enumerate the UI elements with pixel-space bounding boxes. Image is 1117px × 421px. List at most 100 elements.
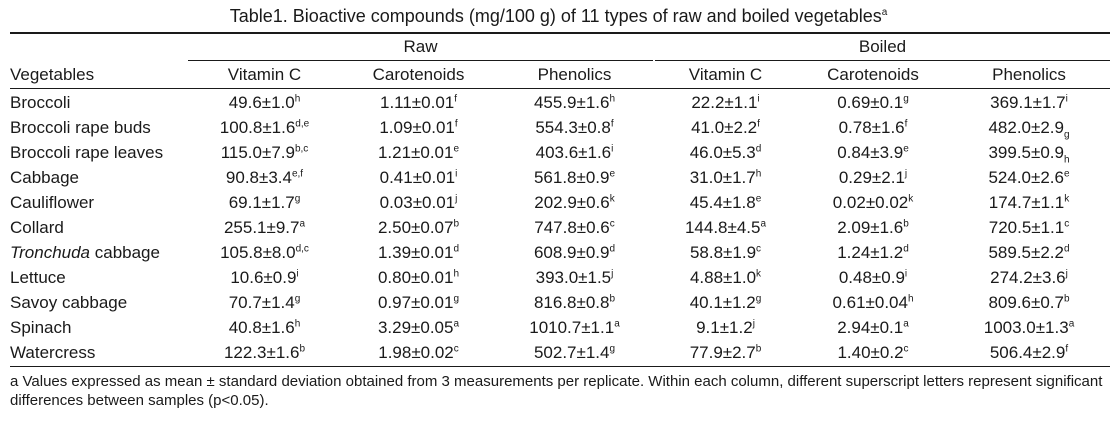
value-cell: 2.09±1.6b: [798, 215, 948, 240]
value-text: 369.1±1.7: [990, 92, 1066, 112]
value-text: 747.8±0.6: [534, 217, 610, 237]
value-text: 115.0±7.9: [220, 142, 295, 162]
value-text: 49.6±1.0: [228, 92, 295, 112]
value-cell: 0.80±0.01h: [341, 265, 496, 290]
vegetable-name: Broccoli rape leaves: [10, 142, 164, 162]
significance-letter: g: [453, 292, 460, 304]
value-text: 0.80±0.01: [377, 267, 454, 287]
value-cell: 49.6±1.0h: [188, 88, 341, 115]
value-cell: 589.5±2.2d: [948, 240, 1110, 265]
value-text: 589.5±2.2: [988, 242, 1064, 262]
column-header: Vitamin C: [688, 65, 763, 84]
significance-letter: d: [755, 142, 762, 154]
value-text: 3.29±0.05: [377, 317, 454, 337]
table-row: Cauliflower 69.1±1.7g 0.03±0.01j 202.9±0.6k…: [10, 190, 1110, 215]
significance-letter: j: [904, 167, 908, 179]
significance-letter: a: [1068, 317, 1075, 329]
vegetable-name: Lettuce: [10, 267, 66, 287]
value-cell: 45.4±1.8e: [653, 190, 798, 215]
significance-letter: h: [453, 267, 460, 279]
significance-letter: f: [454, 117, 458, 129]
value-cell: 255.1±9.7a: [188, 215, 341, 240]
value-text: 0.48±0.9: [838, 267, 905, 287]
value-cell: 0.29±2.1j: [798, 165, 948, 190]
significance-letter: e: [453, 142, 460, 154]
vegetable-name: Broccoli: [10, 92, 71, 112]
column-header: Carotenoids: [827, 65, 919, 84]
value-cell: 90.8±3.4e,f: [188, 165, 341, 190]
significance-letter: a: [760, 217, 767, 229]
significance-letter: g: [294, 192, 301, 204]
vegetable-name: Savoy cabbage: [10, 292, 128, 312]
value-text: 1010.7±1.1: [529, 317, 615, 337]
value-cell: 608.9±0.9d: [496, 240, 653, 265]
value-text: 40.8±1.6: [228, 317, 295, 337]
value-text: 720.5±1.1: [988, 217, 1065, 237]
value-text: 77.9±2.7: [689, 342, 756, 362]
table-caption: Table1. Bioactive compounds (mg/100 g) o…: [0, 6, 1117, 27]
significance-letter: h: [609, 92, 616, 104]
significance-letter: b: [903, 217, 909, 229]
significance-letter: h: [1063, 153, 1070, 165]
value-text: 1.09±0.01: [379, 117, 455, 137]
significance-letter: g: [1063, 128, 1070, 140]
significance-letter: d: [453, 242, 460, 254]
value-text: 122.3±1.6: [223, 342, 300, 362]
value-cell: 274.2±3.6j: [948, 265, 1110, 290]
value-cell: 41.0±2.2f: [653, 115, 798, 140]
value-cell: 1.39±0.01d: [341, 240, 496, 265]
value-cell: 105.8±8.0d,c: [188, 240, 341, 265]
boiled-group-rule: [655, 60, 1110, 61]
significance-letter: f: [904, 117, 908, 129]
value-text: 70.7±1.4: [228, 292, 295, 312]
vegetable-name: Spinach: [10, 317, 72, 337]
value-cell: 816.8±0.8b: [496, 290, 653, 315]
significance-letter: h: [755, 167, 762, 179]
value-cell: 1010.7±1.1a: [496, 315, 653, 340]
table-row: Broccoli rape buds 100.8±1.6d,e 1.09±0.01f…: [10, 115, 1110, 140]
value-cell: 70.7±1.4g: [188, 290, 341, 315]
value-cell: 69.1±1.7g: [188, 190, 341, 215]
value-cell: 1.21±0.01e: [341, 140, 496, 165]
value-text: 506.4±2.9: [989, 342, 1066, 362]
value-cell: 482.0±2.9g: [948, 115, 1110, 140]
table-row: Spinach 40.8±1.6h 3.29±0.05a 1010.7±1.1a 9.1…: [10, 315, 1110, 340]
column-header: Carotenoids: [372, 65, 465, 84]
value-cell: 9.1±1.2j: [653, 315, 798, 340]
value-cell: 1003.0±1.3a: [948, 315, 1110, 340]
vegetable-name-italic: Tronchuda: [10, 242, 91, 262]
value-cell: 10.6±0.9i: [188, 265, 341, 290]
significance-letter: j: [752, 317, 755, 329]
value-cell: 1.09±0.01f: [341, 115, 496, 140]
value-cell: 0.41±0.01i: [341, 165, 496, 190]
significance-letter: i: [296, 267, 299, 279]
header-rule: [10, 88, 1110, 89]
value-text: 0.69±0.1: [837, 92, 904, 112]
value-cell: 31.0±1.7h: [653, 165, 798, 190]
significance-letter: e: [1063, 167, 1070, 179]
significance-letter: f: [454, 92, 458, 104]
value-cell: 399.5±0.9h: [948, 140, 1110, 165]
table-footnote: a Values expressed as mean ± standard de…: [10, 373, 1103, 409]
value-text: 274.2±3.6: [990, 267, 1066, 287]
value-cell: 40.1±1.2g: [653, 290, 798, 315]
value-cell: 174.7±1.1k: [948, 190, 1110, 215]
value-text: 0.02±0.02: [832, 192, 909, 212]
value-text: 58.8±1.9: [689, 242, 757, 262]
significance-letter: b: [453, 217, 460, 229]
value-text: 100.8±1.6: [219, 117, 296, 137]
significance-letter: f: [757, 117, 760, 129]
significance-letter: g: [294, 292, 301, 304]
table-row: Cabbage 90.8±3.4e,f 0.41±0.01i 561.8±0.9e 31…: [10, 165, 1110, 190]
significance-letter: c: [1064, 217, 1070, 229]
significance-letter: e: [755, 192, 762, 204]
value-text: 0.29±2.1: [838, 167, 905, 187]
significance-letter: d: [903, 242, 909, 254]
value-text: 40.1±1.2: [689, 292, 756, 312]
value-cell: 0.61±0.04h: [798, 290, 948, 315]
value-cell: 0.03±0.01j: [341, 190, 496, 215]
column-header: Vegetables: [10, 65, 95, 84]
value-cell: 2.50±0.07b: [341, 215, 496, 240]
significance-letter: d: [609, 242, 616, 254]
